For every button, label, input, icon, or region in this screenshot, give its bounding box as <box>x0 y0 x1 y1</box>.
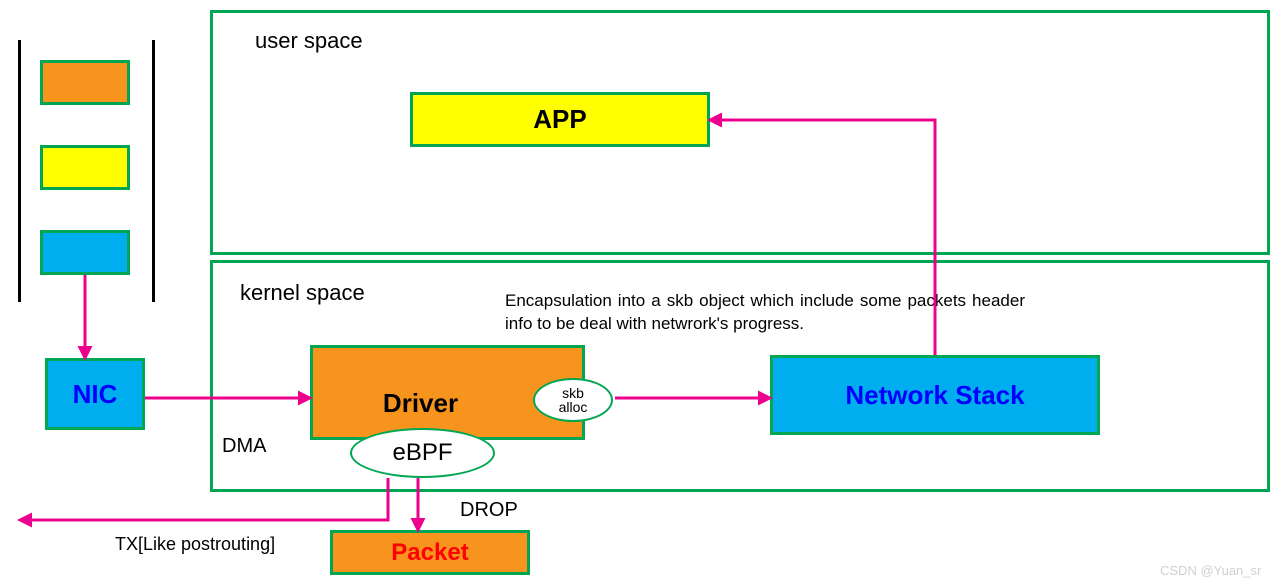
drop-label: DROP <box>460 499 518 522</box>
user-space-region <box>210 10 1270 255</box>
legend-left-bar <box>18 40 21 302</box>
encapsulation-text: Encapsulation into a skb object which in… <box>505 290 1025 336</box>
skb-alloc-ellipse: skb alloc <box>533 378 613 422</box>
legend-swatch-blue <box>40 230 130 275</box>
ebpf-ellipse: eBPF <box>350 428 495 478</box>
user-space-label: user space <box>255 28 363 54</box>
watermark-text: CSDN @Yuan_sr <box>1160 563 1261 578</box>
dma-label: DMA <box>222 435 266 458</box>
tx-label: TX[Like postrouting] <box>115 534 275 555</box>
legend-swatch-yellow <box>40 145 130 190</box>
packet-node-label: Packet <box>333 539 527 567</box>
app-node: APP <box>410 92 710 147</box>
nic-node-label: NIC <box>48 379 142 410</box>
driver-node-label: Driver <box>313 388 528 419</box>
legend-right-bar <box>152 40 155 302</box>
kernel-space-label: kernel space <box>240 280 365 306</box>
app-node-label: APP <box>413 104 707 135</box>
network-stack-node-label: Network Stack <box>773 380 1097 411</box>
legend-swatch-orange <box>40 60 130 105</box>
nic-node: NIC <box>45 358 145 430</box>
skb-alloc-label-2: alloc <box>559 400 588 414</box>
network-stack-node: Network Stack <box>770 355 1100 435</box>
skb-alloc-label-1: skb <box>562 386 584 400</box>
ebpf-label: eBPF <box>392 439 452 467</box>
packet-node: Packet <box>330 530 530 575</box>
